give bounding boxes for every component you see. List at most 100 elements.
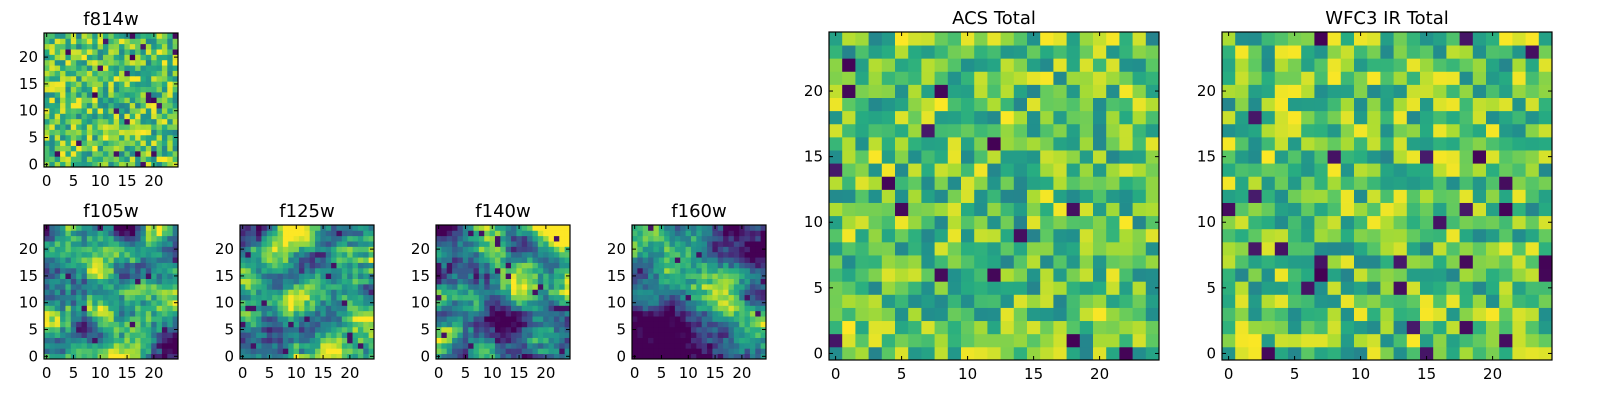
heatmap-cell (974, 58, 988, 72)
heatmap-cell (86, 108, 93, 114)
heatmap-cell (1406, 215, 1421, 230)
heatmap-cell (855, 307, 869, 322)
heatmap-cell (452, 326, 458, 333)
heatmap-cell (961, 202, 975, 217)
heatmap-cell (1393, 136, 1408, 151)
heatmap-cell (516, 267, 523, 274)
heatmap-cell (494, 337, 501, 344)
heatmap-cell (320, 278, 327, 285)
heatmap-cell (86, 342, 93, 349)
heatmap-cell (690, 225, 697, 231)
heatmap-cell (1301, 202, 1315, 217)
x-tick-label: 0 (238, 364, 248, 382)
heatmap-cell (1119, 241, 1133, 256)
panel-title: f105w (83, 201, 138, 222)
heatmap-cell (494, 262, 501, 269)
heatmap-cell (473, 235, 480, 242)
heatmap-cell (527, 321, 533, 328)
heatmap-cell (559, 273, 566, 279)
heatmap-cell (304, 251, 311, 258)
heatmap-cell (500, 278, 507, 285)
heatmap-cell (341, 283, 348, 290)
heatmap-cell (1132, 176, 1147, 190)
heatmap-cell (1040, 58, 1054, 72)
heatmap-cell (357, 353, 364, 360)
heatmap-cell (331, 342, 337, 349)
heatmap-cell (1406, 307, 1421, 322)
heatmap-cell (1000, 268, 1015, 282)
heatmap-cell (674, 289, 681, 296)
heatmap-cell (947, 71, 962, 85)
heatmap-cell (86, 305, 93, 312)
heatmap-cell (135, 310, 141, 317)
heatmap-cell (1040, 123, 1054, 138)
heatmap-cell (564, 310, 571, 317)
heatmap-cell (1066, 281, 1081, 295)
heatmap-cell (151, 246, 157, 253)
heatmap-cell (648, 300, 654, 306)
heatmap-cell (1013, 45, 1028, 59)
heatmap-cell (76, 150, 82, 157)
heatmap-cell (868, 84, 883, 98)
heatmap-cell (145, 156, 152, 163)
heatmap-cell (119, 305, 125, 312)
heatmap-cell (60, 310, 66, 317)
heatmap-cell (129, 140, 136, 146)
heatmap-cell (97, 124, 104, 130)
heatmap-cell (947, 215, 962, 230)
heatmap-cell (288, 337, 294, 344)
heatmap-cell (1000, 294, 1015, 308)
heatmap-cell (298, 326, 305, 333)
heatmap-cell (494, 326, 501, 333)
heatmap-cell (124, 278, 131, 285)
heatmap-cell (559, 225, 566, 231)
heatmap-cell (1093, 97, 1107, 112)
heatmap-cell (272, 337, 278, 344)
heatmap-cell (113, 246, 120, 253)
heatmap-cell (124, 70, 131, 77)
heatmap-cell (151, 145, 157, 152)
heatmap-cell (172, 305, 179, 312)
heatmap-cell (119, 294, 125, 301)
heatmap-cell (336, 225, 343, 231)
heatmap-cell (733, 321, 740, 328)
heatmap-cell (44, 75, 50, 82)
heatmap-cell (363, 294, 370, 301)
heatmap-cell (368, 305, 375, 312)
heatmap-cell (145, 305, 152, 312)
heatmap-cell (1512, 71, 1526, 85)
heatmap-cell (755, 326, 762, 333)
heatmap-cell (468, 225, 474, 231)
heatmap-cell (277, 273, 284, 279)
heatmap-cell (1525, 163, 1540, 177)
heatmap-cell (54, 65, 61, 71)
heatmap-cell (140, 300, 147, 306)
heatmap-cell (527, 278, 533, 285)
heatmap-cell (156, 54, 163, 61)
heatmap-cell (868, 150, 883, 164)
heatmap-cell (473, 262, 480, 269)
heatmap-cell (151, 342, 157, 349)
heatmap-cell (145, 134, 152, 141)
heatmap-cell (755, 337, 762, 344)
heatmap-cell (1145, 320, 1160, 335)
heatmap-cell (172, 65, 179, 71)
heatmap-cell (1327, 189, 1342, 203)
heatmap-cell (97, 251, 104, 258)
heatmap-cell (733, 353, 740, 360)
heatmap-cell (642, 241, 649, 247)
heatmap-cell (172, 49, 179, 55)
heatmap-cell (537, 348, 544, 355)
heatmap-cell (987, 32, 1001, 46)
heatmap-cell (76, 161, 82, 168)
heatmap-cell (1367, 255, 1381, 269)
heatmap-cell (921, 268, 935, 282)
heatmap-cell (256, 289, 262, 296)
heatmap-cell (1512, 136, 1526, 151)
heatmap-cell (320, 321, 327, 328)
heatmap-cell (868, 97, 883, 112)
heatmap-cell (1000, 110, 1015, 125)
heatmap-cell (749, 294, 756, 301)
heatmap-cell (1472, 97, 1487, 112)
heatmap-cell (961, 123, 975, 138)
